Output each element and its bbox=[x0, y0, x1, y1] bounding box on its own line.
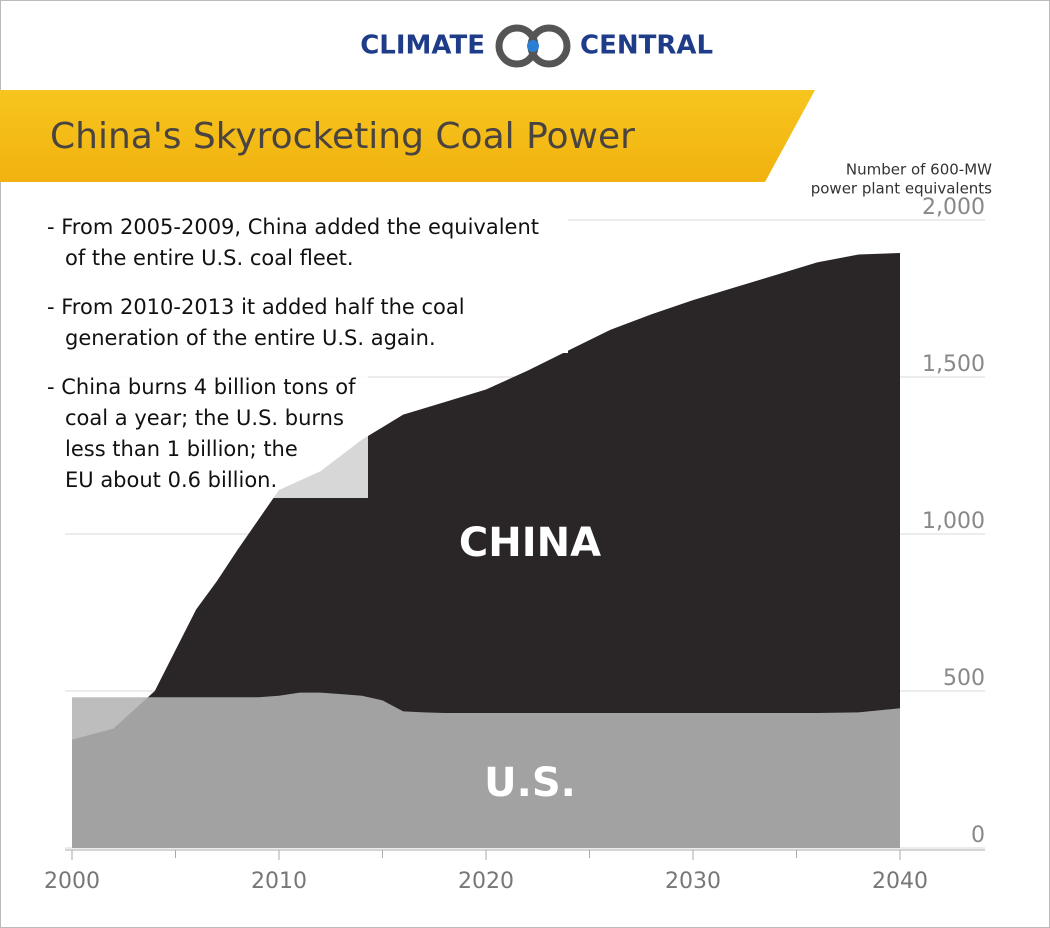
annotations: - From 2005-2009, China added the equiva… bbox=[38, 205, 568, 498]
x-tick-label: 2020 bbox=[458, 869, 514, 894]
area bbox=[72, 692, 900, 848]
series-label: U.S. bbox=[484, 760, 576, 806]
annotation: of the entire U.S. coal fleet. bbox=[65, 246, 354, 270]
annotation: less than 1 billion; the bbox=[65, 437, 298, 461]
annotation: EU about 0.6 billion. bbox=[65, 468, 277, 492]
y-tick-label: 0 bbox=[971, 823, 985, 848]
annotation: generation of the entire U.S. again. bbox=[65, 326, 436, 350]
chart-title: China's Skyrocketing Coal Power bbox=[50, 116, 635, 157]
y-axis-label: power plant equivalents bbox=[811, 180, 992, 198]
logo-text: CLIMATE bbox=[360, 31, 485, 61]
y-tick-label: 1,500 bbox=[922, 352, 985, 377]
x-tick-label: 2040 bbox=[872, 869, 928, 894]
y-tick-label: 500 bbox=[943, 666, 985, 691]
x-tick-label: 2010 bbox=[251, 869, 307, 894]
x-tick-label: 2030 bbox=[665, 869, 721, 894]
logo-mark bbox=[495, 24, 571, 68]
annotation: - From 2010-2013 it added half the coal bbox=[47, 295, 465, 319]
annotation-backing bbox=[38, 370, 368, 498]
annotation: - China burns 4 billion tons of bbox=[47, 375, 356, 399]
annotation-backing bbox=[38, 205, 568, 353]
y-tick-label: 2,000 bbox=[922, 195, 985, 220]
logo-text: CENTRAL bbox=[580, 31, 713, 61]
annotation: - From 2005-2009, China added the equiva… bbox=[47, 215, 539, 239]
x-tick-label: 2000 bbox=[44, 869, 100, 894]
annotation: coal a year; the U.S. burns bbox=[65, 406, 344, 430]
y-axis-label: Number of 600-MW bbox=[846, 161, 992, 179]
title-banner bbox=[0, 90, 815, 182]
series-label: CHINA bbox=[459, 520, 601, 566]
y-tick-label: 1,000 bbox=[922, 509, 985, 534]
